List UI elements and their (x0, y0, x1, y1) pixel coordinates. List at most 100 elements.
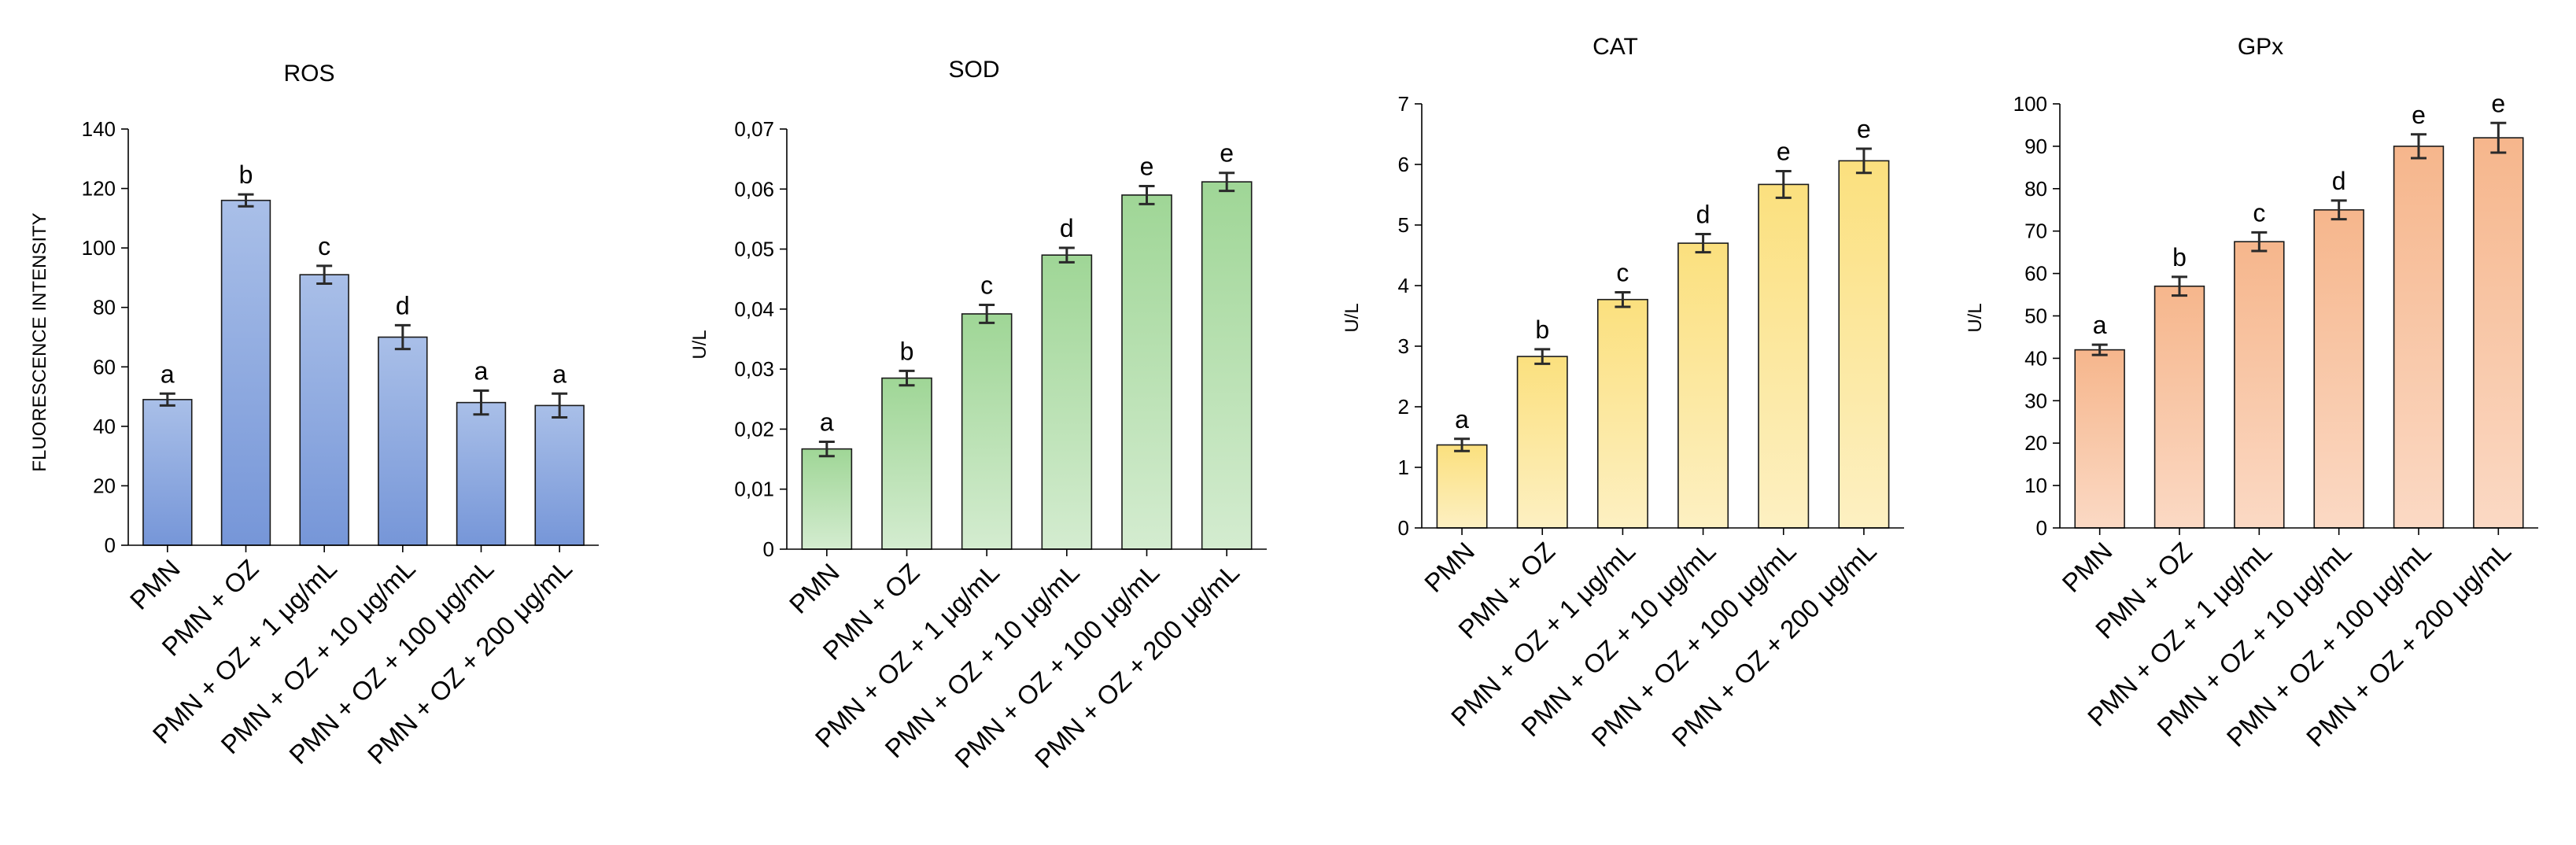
bar (881, 377, 932, 550)
significance-letter: e (2412, 101, 2426, 129)
bar (1838, 160, 1890, 529)
x-tick-label: PMN (124, 554, 186, 615)
x-tick-label: PMN (784, 558, 845, 619)
panel-title: GPx (2238, 34, 2283, 60)
bar (2473, 137, 2524, 529)
significance-letter: d (1696, 201, 1711, 229)
y-tick-label: 1 (1398, 456, 1409, 479)
y-tick-label: 100 (82, 236, 116, 260)
bar (1121, 194, 1172, 550)
y-tick-label: 40 (93, 415, 116, 438)
significance-letter: a (161, 360, 175, 388)
y-tick-label: 0,04 (734, 297, 774, 321)
significance-letter: e (1220, 139, 1234, 168)
y-tick-label: 30 (2024, 389, 2047, 412)
y-tick-label: 50 (2024, 304, 2047, 328)
bar (2074, 349, 2125, 529)
significance-letter: c (980, 271, 993, 300)
y-tick-label: 100 (2013, 92, 2047, 116)
significance-letter: c (2253, 198, 2265, 227)
y-tick-label: 0,07 (734, 117, 774, 141)
bar (2313, 208, 2364, 529)
significance-letter: c (1616, 258, 1629, 286)
bar (378, 336, 428, 546)
bar (1201, 181, 1253, 550)
significance-letter: a (1455, 405, 1469, 434)
panel-title: SOD (948, 57, 999, 83)
y-tick-label: 6 (1398, 153, 1409, 176)
bar (142, 399, 193, 546)
y-tick-label: 0,03 (734, 357, 774, 381)
y-tick-label: 20 (93, 474, 116, 497)
y-tick-label: 0,05 (734, 238, 774, 261)
bar (801, 448, 853, 550)
significance-letter: b (900, 337, 914, 365)
y-tick-label: 3 (1398, 334, 1409, 358)
significance-letter: a (820, 408, 834, 436)
panel-title: CAT (1592, 34, 1638, 60)
bar (961, 313, 1013, 550)
significance-letter: b (1535, 315, 1549, 344)
significance-letter: b (239, 161, 253, 189)
y-tick-label: 10 (2024, 474, 2047, 497)
panel-sod: SOD U/L 0 0,01 0,02 0,03 0,04 0,05 0,06 0,07 a P… (689, 57, 1267, 773)
y-ticks: 0 1 2 3 4 5 6 7 (1398, 92, 1422, 540)
bar (220, 199, 271, 546)
y-tick-label: 80 (2024, 177, 2047, 201)
y-tick-label: 40 (2024, 346, 2047, 370)
y-tick-label: 0 (763, 537, 774, 561)
significance-letter: a (2093, 311, 2107, 339)
bar (1041, 254, 1093, 550)
y-tick-label: 0,06 (734, 177, 774, 201)
bar (534, 404, 585, 546)
panel-title: ROS (283, 61, 334, 87)
significance-letter: d (2332, 167, 2346, 195)
significance-letter: e (1140, 152, 1154, 180)
y-tick-label: 0 (2036, 516, 2047, 540)
y-axis-label: U/L (1965, 303, 1986, 332)
significance-letter: e (2491, 89, 2505, 117)
y-axis-label: FLUORESCENCE INTENSITY (29, 212, 50, 471)
bar (299, 274, 349, 546)
significance-letter: e (1777, 137, 1791, 165)
significance-letter: d (1060, 214, 1074, 242)
bar (2153, 285, 2205, 529)
y-ticks: 0 0,01 0,02 0,03 0,04 0,05 0,06 0,07 (734, 117, 787, 561)
x-tick-label: PMN (2057, 537, 2118, 598)
y-tick-label: 80 (93, 296, 116, 319)
significance-letter: c (318, 232, 330, 260)
bar (1758, 183, 1810, 529)
y-tick-label: 70 (2024, 220, 2047, 243)
y-tick-label: 2 (1398, 395, 1409, 419)
significance-letter: a (552, 360, 566, 388)
y-tick-label: 140 (82, 117, 116, 141)
y-tick-label: 0,01 (734, 478, 774, 501)
y-axis-label: U/L (689, 330, 710, 359)
x-tick-label: PMN (1419, 537, 1480, 598)
bar (1677, 242, 1729, 529)
significance-letter: e (1857, 115, 1871, 143)
y-tick-label: 20 (2024, 431, 2047, 455)
y-tick-label: 4 (1398, 274, 1409, 297)
bar (456, 401, 507, 546)
y-ticks: 0 10 20 30 40 50 60 70 80 90 100 (2013, 92, 2060, 540)
significance-letter: a (474, 357, 489, 386)
bar (2234, 241, 2285, 529)
y-tick-label: 0 (1398, 516, 1409, 540)
y-tick-label: 120 (82, 177, 116, 201)
bar (1596, 298, 1648, 529)
bar (2393, 146, 2445, 529)
y-axis-label: U/L (1342, 303, 1363, 332)
y-tick-label: 90 (2024, 135, 2047, 158)
y-tick-label: 5 (1398, 213, 1409, 237)
y-tick-label: 0 (105, 533, 116, 557)
y-tick-label: 60 (2024, 262, 2047, 286)
significance-letter: b (2172, 243, 2187, 271)
